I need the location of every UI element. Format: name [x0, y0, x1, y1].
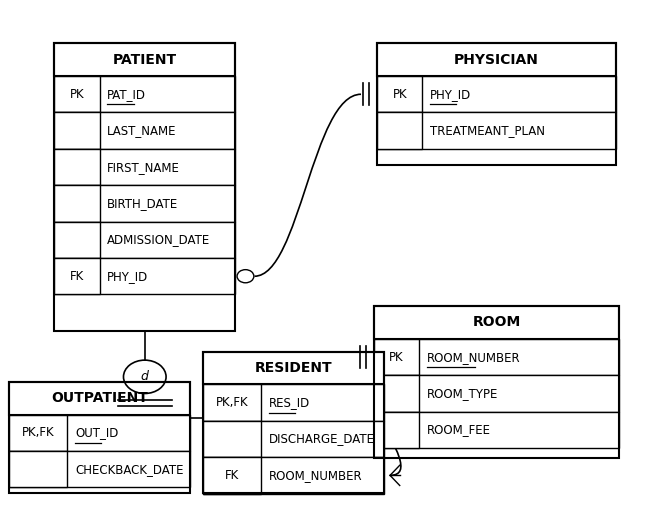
- Text: TREATMEANT_PLAN: TREATMEANT_PLAN: [430, 124, 545, 137]
- Bar: [55, 258, 100, 294]
- Bar: [203, 352, 383, 493]
- Bar: [377, 112, 616, 149]
- Bar: [55, 149, 235, 185]
- Bar: [374, 412, 619, 448]
- Text: DISCHARGE_DATE: DISCHARGE_DATE: [269, 432, 375, 446]
- Bar: [9, 382, 190, 493]
- Bar: [374, 375, 419, 412]
- Bar: [377, 112, 422, 149]
- Text: PK,FK: PK,FK: [215, 396, 248, 409]
- Bar: [377, 43, 616, 165]
- Text: ROOM_TYPE: ROOM_TYPE: [427, 387, 498, 400]
- Text: FIRST_NAME: FIRST_NAME: [107, 160, 180, 174]
- Bar: [55, 112, 100, 149]
- Bar: [374, 339, 619, 375]
- Bar: [377, 76, 616, 112]
- Text: RESIDENT: RESIDENT: [255, 361, 332, 375]
- Bar: [55, 185, 235, 222]
- Bar: [55, 43, 235, 76]
- Text: OUT_ID: OUT_ID: [75, 426, 118, 439]
- Bar: [203, 384, 383, 421]
- Bar: [9, 415, 190, 451]
- Text: FK: FK: [70, 270, 84, 283]
- Text: RES_ID: RES_ID: [269, 396, 310, 409]
- Text: PHY_ID: PHY_ID: [107, 270, 148, 283]
- Text: ROOM_NUMBER: ROOM_NUMBER: [269, 469, 363, 482]
- Bar: [377, 43, 616, 76]
- Bar: [55, 149, 100, 185]
- Text: ADMISSION_DATE: ADMISSION_DATE: [107, 234, 210, 246]
- Text: LAST_NAME: LAST_NAME: [107, 124, 177, 137]
- Text: PHYSICIAN: PHYSICIAN: [454, 53, 539, 66]
- Bar: [55, 222, 100, 258]
- Bar: [55, 222, 235, 258]
- Bar: [55, 76, 235, 112]
- Text: CHECKBACK_DATE: CHECKBACK_DATE: [75, 463, 184, 476]
- Text: PK,FK: PK,FK: [22, 426, 55, 439]
- Bar: [9, 382, 190, 415]
- Bar: [9, 451, 190, 487]
- Bar: [203, 457, 261, 494]
- Bar: [9, 415, 67, 451]
- Text: d: d: [141, 370, 148, 383]
- Text: PATIENT: PATIENT: [113, 53, 177, 66]
- Bar: [55, 43, 235, 331]
- Bar: [55, 112, 235, 149]
- Bar: [203, 352, 383, 384]
- Text: PK: PK: [70, 88, 85, 101]
- Bar: [203, 384, 261, 421]
- Text: ROOM_NUMBER: ROOM_NUMBER: [427, 351, 520, 364]
- Text: PK: PK: [393, 88, 407, 101]
- Text: PK: PK: [389, 351, 404, 364]
- Bar: [377, 43, 616, 76]
- Bar: [55, 43, 235, 76]
- Bar: [9, 451, 67, 487]
- Bar: [374, 306, 619, 339]
- Bar: [203, 421, 261, 457]
- Text: BIRTH_DATE: BIRTH_DATE: [107, 197, 178, 210]
- Bar: [374, 412, 419, 448]
- Bar: [55, 76, 100, 112]
- Bar: [374, 306, 619, 458]
- Text: PAT_ID: PAT_ID: [107, 88, 146, 101]
- Text: PHY_ID: PHY_ID: [430, 88, 471, 101]
- Bar: [203, 457, 383, 494]
- Bar: [374, 306, 619, 339]
- Text: FK: FK: [225, 469, 239, 482]
- Bar: [377, 76, 422, 112]
- Bar: [9, 382, 190, 415]
- Bar: [55, 258, 235, 294]
- Bar: [374, 339, 419, 375]
- Bar: [203, 352, 383, 384]
- Bar: [203, 421, 383, 457]
- Text: ROOM_FEE: ROOM_FEE: [427, 424, 491, 436]
- Bar: [374, 375, 619, 412]
- Bar: [55, 185, 100, 222]
- Text: OUTPATIENT: OUTPATIENT: [51, 391, 148, 405]
- Text: ROOM: ROOM: [473, 315, 521, 330]
